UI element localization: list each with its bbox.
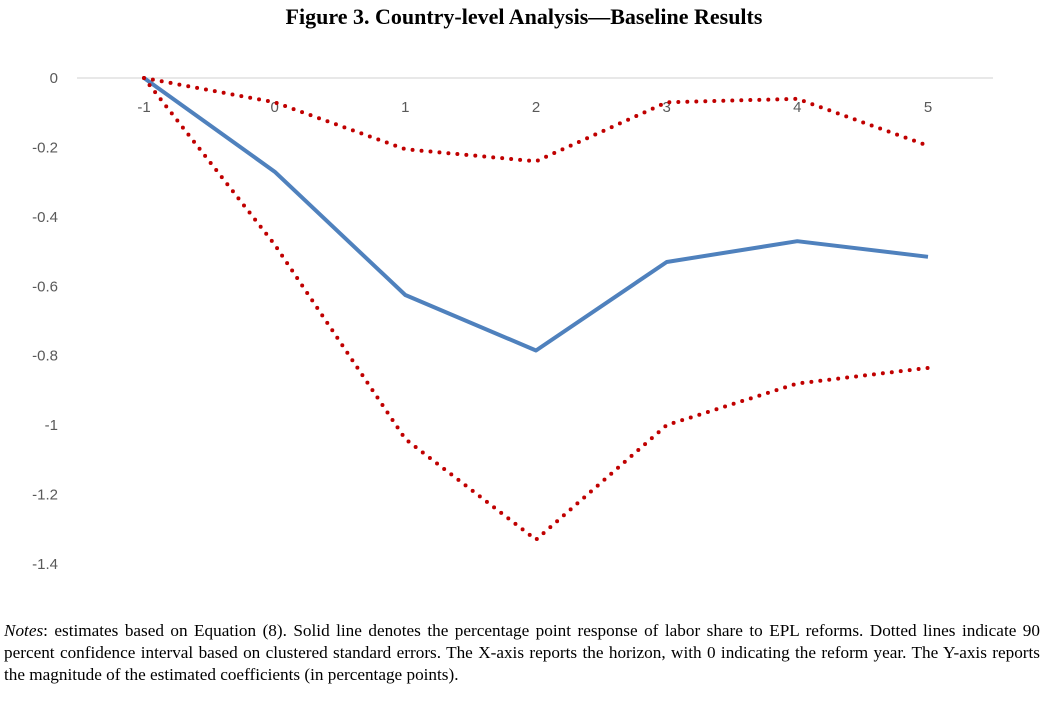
x-tick-label: 3 <box>662 99 670 116</box>
x-axis-ticks: -1 0 1 2 3 4 5 <box>137 99 932 116</box>
x-tick-label: 1 <box>401 99 409 116</box>
x-tick-label: 5 <box>924 99 932 116</box>
series-group <box>142 76 930 543</box>
y-tick-label: -1 <box>45 417 58 434</box>
y-axis-ticks: 0 -0.2 -0.4 -0.6 -0.8 -1 -1.2 -1.4 <box>32 70 58 573</box>
figure-notes: Notes: estimates based on Equation (8). … <box>4 620 1040 686</box>
x-tick-label: -1 <box>137 99 150 116</box>
notes-text: : estimates based on Equation (8). Solid… <box>4 621 1040 684</box>
x-tick-label: 2 <box>532 99 540 116</box>
y-tick-label: -1.4 <box>32 556 58 573</box>
notes-label: Notes <box>4 621 44 640</box>
line-chart: 0 -0.2 -0.4 -0.6 -0.8 -1 -1.2 -1.4 -1 0 1 2 3 4 5 <box>32 70 993 573</box>
x-tick-label: 0 <box>270 99 278 116</box>
y-tick-label: -0.6 <box>32 278 58 295</box>
y-tick-label: 0 <box>50 70 58 87</box>
figure-title: Figure 3. Country-level Analysis—Baselin… <box>285 4 763 29</box>
lower-confidence-line <box>142 76 930 543</box>
y-tick-label: -1.2 <box>32 487 58 504</box>
y-tick-label: -0.4 <box>32 209 58 226</box>
y-tick-label: -0.8 <box>32 348 58 365</box>
upper-confidence-line <box>142 76 930 164</box>
y-tick-label: -0.2 <box>32 139 58 156</box>
x-tick-label: 4 <box>793 99 801 116</box>
estimate-line <box>142 76 929 353</box>
